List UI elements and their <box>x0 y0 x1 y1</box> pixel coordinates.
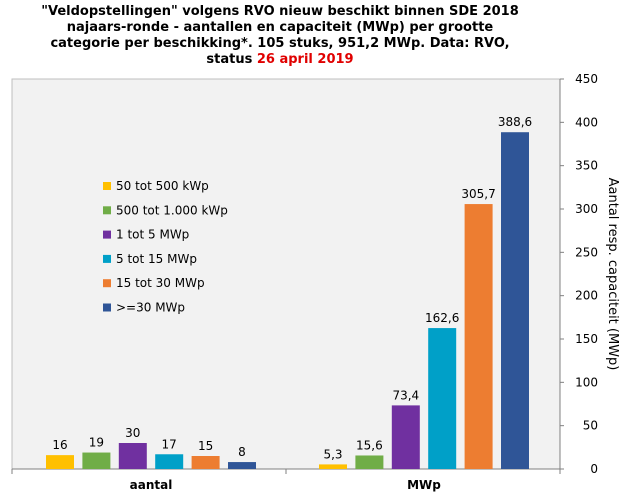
data-label: 388,6 <box>498 115 532 129</box>
y-tick-label: 100 <box>575 375 598 389</box>
bar <box>391 405 420 469</box>
legend-swatch <box>103 182 111 190</box>
data-label: 19 <box>89 436 104 450</box>
title-line-1: "Veldopstellingen" volgens RVO nieuw bes… <box>41 4 519 19</box>
y-tick-label: 150 <box>575 332 598 346</box>
bar <box>155 454 184 469</box>
bar <box>46 455 74 469</box>
legend-label: 500 tot 1.000 kWp <box>116 203 228 217</box>
data-label: 17 <box>162 437 177 451</box>
y-tick-label: 350 <box>575 159 598 173</box>
data-label: 30 <box>125 426 140 440</box>
y-tick-label: 300 <box>575 202 598 216</box>
y-axis-title: Aantal resp. capaciteit (MWp) <box>605 178 620 371</box>
y-tick-label: 450 <box>575 72 598 86</box>
legend-label: 50 tot 500 kWp <box>116 179 209 193</box>
bar <box>501 132 529 470</box>
legend-swatch <box>103 254 111 263</box>
title-status-prefix: status <box>206 52 257 67</box>
data-label: 16 <box>52 438 67 452</box>
data-label: 73,4 <box>392 388 419 402</box>
chart-title: "Veldopstellingen" volgens RVO nieuw bes… <box>0 4 560 68</box>
bar <box>82 452 111 469</box>
data-label: 305,7 <box>461 187 495 201</box>
legend-swatch <box>103 303 111 312</box>
bar <box>464 204 493 469</box>
title-status-date: 26 april 2019 <box>256 52 354 67</box>
bar <box>428 328 457 469</box>
y-tick-label: 0 <box>590 462 598 476</box>
data-label: 5,3 <box>323 447 342 461</box>
data-label: 15,6 <box>356 438 383 452</box>
x-tick-label: MWp <box>407 478 441 492</box>
data-label: 8 <box>238 445 246 459</box>
y-tick-label: 50 <box>583 419 598 433</box>
bar <box>118 443 147 469</box>
y-tick-label: 400 <box>575 115 598 129</box>
bar <box>319 464 347 469</box>
legend-label: 5 tot 15 MWp <box>116 252 197 266</box>
legend-swatch <box>103 230 111 239</box>
bar <box>191 456 220 469</box>
legend-swatch <box>103 206 111 215</box>
legend-label: 1 tot 5 MWp <box>116 228 189 242</box>
y-tick-label: 250 <box>575 245 598 259</box>
title-line-2: najaars-ronde - aantallen en capaciteit … <box>66 20 494 35</box>
y-tick-label: 200 <box>575 289 598 303</box>
bar <box>228 462 256 469</box>
bar <box>355 455 384 469</box>
x-tick-label: aantal <box>130 478 173 492</box>
title-line-3: categorie per beschikking*. 105 stuks, 9… <box>50 36 510 51</box>
legend-label: 15 tot 30 MWp <box>116 276 205 290</box>
legend-swatch <box>103 279 111 288</box>
data-label: 15 <box>198 439 213 453</box>
legend-label: >=30 MWp <box>116 301 185 315</box>
title-line-4: status 26 april 2019 <box>0 52 560 68</box>
data-label: 162,6 <box>425 311 459 325</box>
